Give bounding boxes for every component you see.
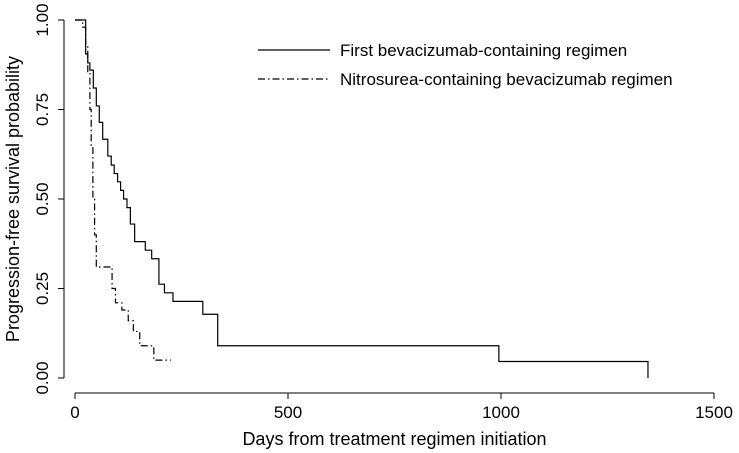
legend: First bevacizumab-containing regimen Nit… bbox=[258, 41, 673, 89]
series-line-first-bevacizumab bbox=[75, 19, 649, 378]
y-tick-label: 0.50 bbox=[33, 182, 52, 215]
y-axis-title: Progression-free survival probability bbox=[3, 56, 23, 342]
legend-label-nitrosurea: Nitrosurea-containing bevacizumab regime… bbox=[340, 70, 673, 89]
legend-label-first-bevacizumab: First bevacizumab-containing regimen bbox=[340, 41, 627, 60]
series-layer bbox=[75, 19, 649, 378]
series-line-nitrosurea bbox=[75, 19, 171, 361]
y-ticks: 0.00 0.25 0.50 0.75 1.00 bbox=[33, 3, 64, 395]
x-tick-label: 1000 bbox=[482, 403, 520, 422]
x-tick-label: 1500 bbox=[695, 403, 733, 422]
x-ticks: 0 500 1000 1500 bbox=[70, 393, 733, 422]
x-axis-title: Days from treatment regimen initiation bbox=[242, 429, 546, 449]
x-tick-label: 500 bbox=[274, 403, 302, 422]
y-tick-label: 1.00 bbox=[33, 3, 52, 36]
y-tick-label: 0.75 bbox=[33, 93, 52, 126]
x-tick-label: 0 bbox=[70, 403, 79, 422]
y-tick-label: 0.25 bbox=[33, 272, 52, 305]
y-tick-label: 0.00 bbox=[33, 361, 52, 394]
